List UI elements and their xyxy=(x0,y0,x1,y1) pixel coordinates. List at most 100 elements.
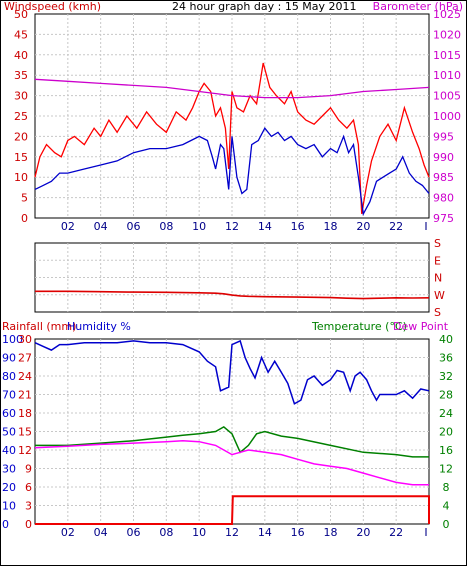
temperature-axis-label: Temperature (°C) xyxy=(311,320,407,333)
barometer-tick-label: 1005 xyxy=(433,90,461,103)
humidity-tick-label: 0 xyxy=(2,518,9,531)
rainfall-tick-label: 21 xyxy=(18,389,32,402)
humidity-tick-label: 60 xyxy=(2,407,16,420)
temperature-tick-label: 36 xyxy=(439,352,453,365)
humidity-tick-label: 100 xyxy=(2,333,23,346)
x-tick-label: 20 xyxy=(356,526,370,539)
barometer-tick-label: 1025 xyxy=(433,8,461,21)
x-tick-label: 18 xyxy=(324,220,338,233)
direction-tick-label: E xyxy=(434,254,441,267)
barometer-tick-label: 975 xyxy=(433,212,454,225)
x-tick-label: 02 xyxy=(61,220,75,233)
windspeed-tick-label: 25 xyxy=(14,110,28,123)
rainfall-tick-label: 3 xyxy=(25,500,32,513)
rainfall-tick-label: 27 xyxy=(18,352,32,365)
temperature-tick-label: 0 xyxy=(443,518,450,531)
rainfall-line xyxy=(35,495,430,525)
humidity-tick-label: 50 xyxy=(2,426,16,439)
rainfall-tick-label: 24 xyxy=(18,370,32,383)
x-tick-label: 08 xyxy=(159,526,173,539)
barometer-tick-label: 1010 xyxy=(433,69,461,82)
barometer-tick-label: 995 xyxy=(433,130,454,143)
rainfall-tick-label: 12 xyxy=(18,444,32,457)
humidity-tick-label: 70 xyxy=(2,389,16,402)
barometer-axis-label: Barometer (hPa) xyxy=(373,0,463,13)
x-tick-label: 22 xyxy=(389,220,403,233)
x-tick-label: 22 xyxy=(389,526,403,539)
x-tick-end-marker: I xyxy=(424,220,427,233)
temperature-tick-label: 28 xyxy=(439,389,453,402)
rainfall-tick-label: 9 xyxy=(25,463,32,476)
windspeed-tick-label: 15 xyxy=(14,151,28,164)
x-tick-label: 14 xyxy=(258,526,272,539)
humidity-tick-label: 10 xyxy=(2,500,16,513)
direction-tick-label: S xyxy=(434,237,441,250)
barometer-tick-label: 1020 xyxy=(433,28,461,41)
direction-tick-label: W xyxy=(434,289,445,302)
x-tick-label: 06 xyxy=(127,526,141,539)
direction-tick-label: S xyxy=(434,306,441,319)
windspeed-tick-label: 10 xyxy=(14,171,28,184)
barometer-tick-label: 1015 xyxy=(433,49,461,62)
temperature-tick-label: 12 xyxy=(439,463,453,476)
windspeed-tick-label: 35 xyxy=(14,69,28,82)
temperature-tick-label: 8 xyxy=(443,481,450,494)
windspeed-tick-label: 20 xyxy=(14,130,28,143)
x-tick-label: 08 xyxy=(159,220,173,233)
windspeed-tick-label: 50 xyxy=(14,8,28,21)
humidity-axis-label: Humidity % xyxy=(67,320,131,333)
temperature-tick-label: 4 xyxy=(443,500,450,513)
temperature-tick-label: 24 xyxy=(439,407,453,420)
x-tick-label: 16 xyxy=(291,526,305,539)
x-tick-label: 04 xyxy=(94,220,108,233)
x-tick-label: 16 xyxy=(291,220,305,233)
windspeed-gust-line xyxy=(34,62,430,215)
temperature-tick-label: 16 xyxy=(439,444,453,457)
x-tick-label: 02 xyxy=(61,526,75,539)
x-tick-label: 18 xyxy=(324,526,338,539)
temperature-tick-label: 32 xyxy=(439,370,453,383)
humidity-line xyxy=(34,339,430,405)
x-tick-end-marker: I xyxy=(424,526,427,539)
rainfall-tick-label: 15 xyxy=(18,426,32,439)
x-tick-label: 06 xyxy=(127,220,141,233)
rain-humidity-temp-chart: 0102030405060708090100036912151821242730… xyxy=(2,320,453,539)
chart-title: 24 hour graph day : 15 May 2011 xyxy=(172,0,357,13)
humidity-tick-label: 80 xyxy=(2,370,16,383)
x-tick-label: 12 xyxy=(225,526,239,539)
windspeed-tick-label: 45 xyxy=(14,28,28,41)
wind-direction-line xyxy=(35,290,430,300)
rainfall-tick-label: 18 xyxy=(18,407,32,420)
windspeed-avg-line xyxy=(34,127,430,216)
x-tick-label: 12 xyxy=(225,220,239,233)
direction-tick-label: N xyxy=(434,272,442,285)
dewpoint-axis-label: Dew Point xyxy=(393,320,449,333)
temperature-tick-label: 20 xyxy=(439,426,453,439)
x-tick-label: 04 xyxy=(94,526,108,539)
x-tick-label: 20 xyxy=(356,220,370,233)
humidity-tick-label: 30 xyxy=(2,463,16,476)
x-tick-label: 14 xyxy=(258,220,272,233)
rainfall-tick-label: 30 xyxy=(18,333,32,346)
dewpoint-line xyxy=(34,440,429,486)
humidity-tick-label: 40 xyxy=(2,444,16,457)
barometer-tick-label: 990 xyxy=(433,151,454,164)
rainfall-axis-label: Rainfall (mm) xyxy=(2,320,76,333)
humidity-tick-label: 20 xyxy=(2,481,16,494)
windspeed-tick-label: 40 xyxy=(14,49,28,62)
temperature-tick-label: 40 xyxy=(439,333,453,346)
rainfall-tick-label: 0 xyxy=(25,518,32,531)
rainfall-tick-label: 6 xyxy=(25,481,32,494)
humidity-tick-label: 90 xyxy=(2,352,16,365)
windspeed-tick-label: 30 xyxy=(14,90,28,103)
windspeed-tick-label: 0 xyxy=(21,212,28,225)
barometer-line xyxy=(34,78,430,99)
barometer-tick-label: 985 xyxy=(433,171,454,184)
windspeed-tick-label: 5 xyxy=(21,192,28,205)
x-tick-label: 10 xyxy=(192,220,206,233)
barometer-tick-label: 1000 xyxy=(433,110,461,123)
x-tick-label: 10 xyxy=(192,526,206,539)
